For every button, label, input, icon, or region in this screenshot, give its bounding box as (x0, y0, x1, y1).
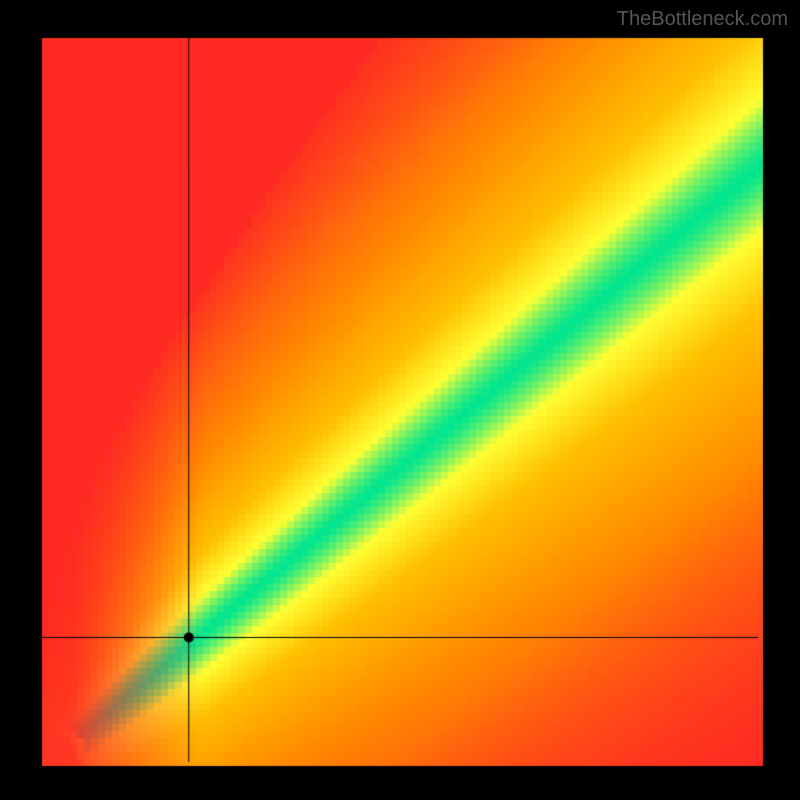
chart-container: TheBottleneck.com (0, 0, 800, 800)
bottleneck-heatmap (0, 0, 800, 800)
watermark-text: TheBottleneck.com (617, 8, 788, 31)
